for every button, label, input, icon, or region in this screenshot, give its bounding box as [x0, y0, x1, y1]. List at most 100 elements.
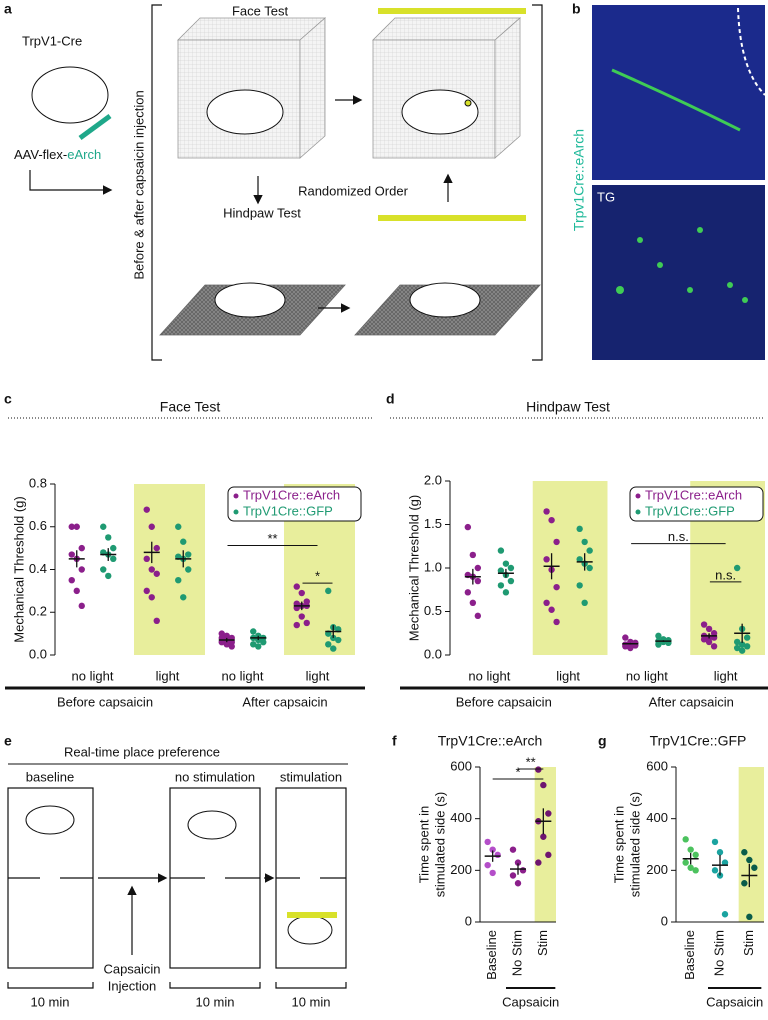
- point: [733, 638, 741, 646]
- point: [682, 836, 689, 843]
- point: [143, 587, 150, 595]
- point: [692, 867, 699, 874]
- significance-label: n.s.: [668, 529, 689, 544]
- panel-label: a: [4, 1, 12, 17]
- point: [545, 851, 552, 859]
- point: [474, 612, 482, 620]
- x-tick-label: Stim: [741, 930, 756, 956]
- image-b: TG Trpv1Cre::eArch: [571, 5, 766, 360]
- x-tick-label: Baseline: [484, 930, 499, 980]
- point: [700, 636, 708, 643]
- point: [655, 632, 662, 640]
- point: [175, 576, 182, 584]
- side-label: Before & after capsaicin injection: [131, 90, 146, 279]
- point: [330, 645, 337, 652]
- legend-marker: [635, 509, 641, 515]
- point: [687, 864, 694, 871]
- mouse: [401, 89, 479, 135]
- x-tick-label: Baseline: [682, 930, 697, 980]
- point: [519, 867, 527, 874]
- point: [464, 589, 472, 596]
- point: [700, 621, 708, 628]
- cage: [494, 17, 521, 159]
- point: [497, 547, 505, 554]
- point: [548, 606, 555, 613]
- point: [260, 638, 267, 646]
- point: [553, 583, 560, 591]
- y-tick-label: 400: [646, 810, 668, 825]
- y-tick-label: 0: [661, 913, 668, 928]
- y-tick-label: 0.6: [29, 518, 47, 533]
- point: [738, 641, 746, 648]
- micrograph: [592, 185, 765, 360]
- boundary: [737, 7, 766, 96]
- point: [743, 643, 751, 650]
- shade: [534, 767, 556, 922]
- image-label: Trpv1Cre::eArch: [571, 129, 587, 231]
- y-tick-label: 1.5: [424, 516, 442, 531]
- group-label: After capsaicin: [649, 694, 734, 709]
- point: [710, 643, 718, 650]
- point: [68, 523, 75, 530]
- point: [721, 911, 729, 918]
- fibers: [611, 68, 741, 132]
- point: [73, 587, 80, 595]
- significance-label: **: [526, 754, 536, 769]
- syringe: [78, 113, 112, 141]
- point: [655, 641, 662, 648]
- point: [540, 781, 547, 789]
- point: [78, 566, 85, 573]
- point: [185, 551, 192, 558]
- y-tick-label: 0.5: [424, 603, 442, 618]
- point: [494, 851, 501, 859]
- phase-label: baseline: [26, 769, 74, 784]
- diagram-e: Real-time place preference baseline no s…: [7, 744, 348, 1009]
- point: [507, 564, 515, 572]
- point: [298, 589, 305, 597]
- y-tick-label: 400: [450, 810, 472, 825]
- point: [469, 551, 477, 559]
- cage: [177, 17, 327, 41]
- point: [751, 864, 758, 871]
- y-axis-label: Mechanical Threshold (g): [406, 495, 421, 641]
- point: [68, 576, 75, 584]
- phase-label: stimulation: [280, 769, 342, 784]
- y-tick-label: 0.2: [29, 604, 47, 619]
- point: [581, 599, 588, 606]
- x-tick-label: Stim: [535, 930, 550, 956]
- chart-title: Face Test: [160, 399, 221, 415]
- light-bar: [378, 215, 526, 221]
- point: [553, 618, 560, 626]
- shade: [738, 767, 764, 922]
- group-label: Capsaicin: [706, 994, 763, 1009]
- point: [185, 566, 192, 573]
- point: [502, 589, 510, 596]
- point: [553, 538, 560, 546]
- point: [474, 564, 482, 572]
- point: [721, 859, 729, 866]
- x-tick-label: light: [156, 668, 180, 683]
- point: [153, 544, 160, 552]
- duration: 10 min: [195, 994, 234, 1009]
- point: [148, 566, 155, 573]
- point: [692, 851, 699, 859]
- point: [545, 810, 552, 817]
- y-tick-label: 0.8: [29, 475, 47, 490]
- phase-label: no stimulation: [175, 769, 255, 784]
- point: [548, 516, 555, 524]
- x-tick-label: No Stim: [711, 930, 726, 976]
- point: [682, 859, 689, 866]
- legend-entry: TrpV1Cre::GFP: [645, 503, 735, 518]
- point: [489, 846, 496, 853]
- legend-marker: [635, 493, 641, 499]
- cells: [616, 227, 748, 303]
- y-tick-label: 2.0: [424, 472, 442, 487]
- point: [576, 525, 583, 533]
- point: [228, 643, 235, 650]
- micrograph: [592, 5, 765, 180]
- diagram-a: TrpV1-Cre AAV-flex-eArch Before & after …: [14, 3, 543, 361]
- point: [153, 570, 160, 577]
- y-tick-label: 1.0: [424, 559, 442, 574]
